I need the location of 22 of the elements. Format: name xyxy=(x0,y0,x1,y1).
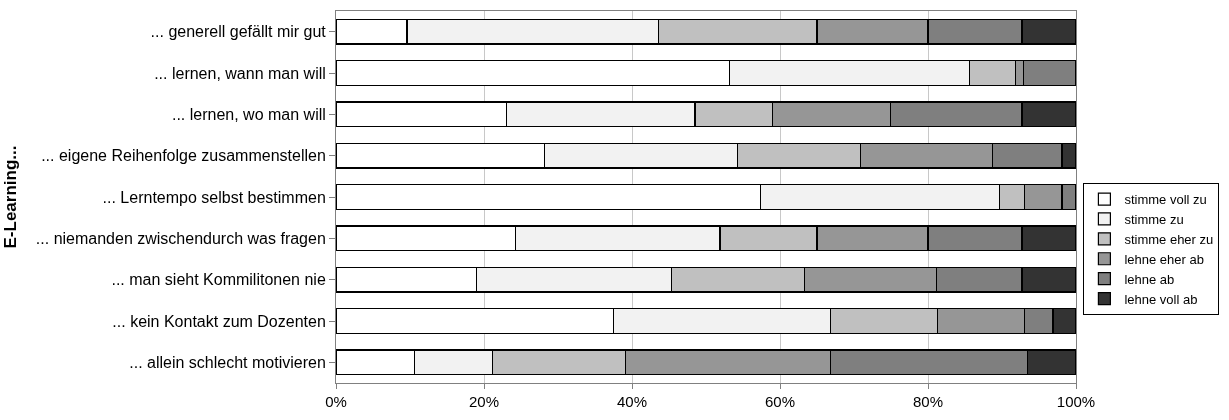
y-tick-label: ... niemanden zwischendurch was fragen xyxy=(35,229,326,247)
y-tick-label: ... Lerntempo selbst bestimmen xyxy=(102,188,326,206)
y-tick-label: ... kein Kontakt zum Dozenten xyxy=(112,312,326,330)
legend-label: lehne eher ab xyxy=(1124,251,1204,267)
legend-label: stimme eher zu xyxy=(1124,231,1214,247)
y-axis-title: E-Learning... xyxy=(1,145,21,249)
y-tick-label: ... allein schlecht motivieren xyxy=(129,353,326,371)
y-tick-label: ... lernen, wann man will xyxy=(154,64,326,82)
y-tick-label: ... eigene Reihenfolge zusammenstellen xyxy=(41,147,326,165)
y-tick-label: ... man sieht Kommilitonen nie xyxy=(111,271,326,289)
x-tick-label: 80% xyxy=(912,393,944,410)
x-tick-label: 20% xyxy=(468,393,500,410)
legend-label: lehne ab xyxy=(1124,271,1175,287)
y-tick-label: ... lernen, wo man will xyxy=(171,105,326,123)
x-tick-label: 0% xyxy=(325,393,347,410)
x-tick-label: 100% xyxy=(1056,393,1096,410)
x-tick-label: 60% xyxy=(764,393,796,410)
x-tick-label: 40% xyxy=(616,393,648,410)
y-tick-label: ... generell gefällt mir gut xyxy=(150,23,327,41)
legend-label: lehne voll ab xyxy=(1124,291,1198,307)
legend-label: stimme zu xyxy=(1124,212,1184,227)
legend-label: stimme voll zu xyxy=(1124,192,1207,208)
